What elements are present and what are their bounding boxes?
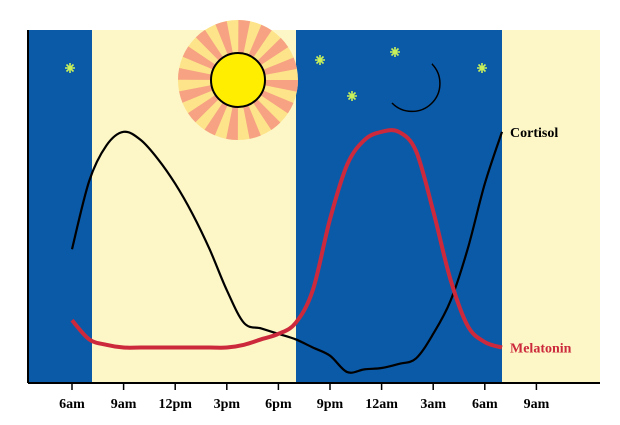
x-tick-label: 3pm xyxy=(214,397,241,412)
series-line xyxy=(70,130,504,374)
star xyxy=(315,55,325,65)
stars xyxy=(65,47,487,101)
star xyxy=(477,63,487,73)
x-tick-label: 6am xyxy=(472,397,498,412)
x-tick-label: 12pm xyxy=(158,397,192,412)
series-label: Melatonin xyxy=(510,342,572,357)
sun-disc xyxy=(210,52,266,108)
star xyxy=(347,91,357,101)
x-tick-label: 6pm xyxy=(265,397,292,412)
star xyxy=(65,63,75,73)
series-line xyxy=(70,128,503,350)
sun xyxy=(178,20,298,140)
x-tick-label: 9am xyxy=(111,397,137,412)
star xyxy=(390,47,400,57)
background xyxy=(28,30,600,383)
series-label: Cortisol xyxy=(510,126,558,141)
x-tick-label: 12am xyxy=(365,397,398,412)
sun-rays xyxy=(178,20,298,140)
moon xyxy=(391,63,441,113)
x-tick-label: 9pm xyxy=(317,397,344,412)
x-tick-label: 3am xyxy=(420,397,446,412)
x-tick-label: 6am xyxy=(59,397,85,412)
x-tick-label: 9am xyxy=(524,397,550,412)
